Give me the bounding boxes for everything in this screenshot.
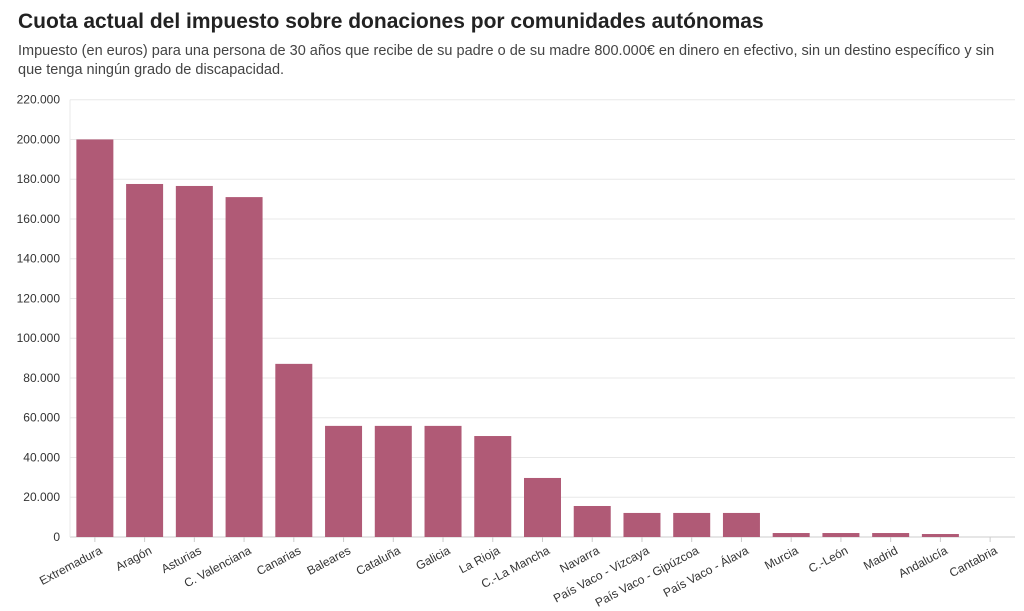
y-tick-label: 160.000 <box>17 212 61 226</box>
y-tick-label: 100.000 <box>17 331 61 345</box>
bar <box>126 183 164 538</box>
bar <box>325 425 363 537</box>
bar <box>374 425 412 537</box>
x-tick-label: País Vaco - Álava <box>660 542 751 600</box>
bar <box>474 436 512 537</box>
x-tick-label: Baleares <box>305 543 353 578</box>
x-tick-label: Murcia <box>762 543 801 572</box>
x-tick-label: Extremadura <box>37 543 105 588</box>
x-tick-label: Madrid <box>861 543 900 573</box>
y-tick-label: 220.000 <box>17 93 61 107</box>
x-tick-label: Cantabria <box>947 543 1000 580</box>
x-tick-label: Aragón <box>113 543 154 574</box>
y-tick-label: 80.000 <box>23 371 60 385</box>
bar <box>822 533 860 537</box>
bar <box>424 425 462 537</box>
y-tick-label: 20.000 <box>23 490 60 504</box>
y-tick-label: 120.000 <box>17 291 61 305</box>
chart-subtitle: Impuesto (en euros) para una persona de … <box>18 43 995 78</box>
x-tick-label: Galicia <box>413 543 452 573</box>
y-tick-label: 200.000 <box>17 132 61 146</box>
bar <box>76 139 114 538</box>
bar <box>623 512 661 537</box>
y-tick-label: 60.000 <box>23 411 60 425</box>
bar <box>524 477 561 537</box>
bar <box>872 533 910 537</box>
bar <box>673 512 711 537</box>
bar <box>225 197 263 537</box>
y-tick-label: 0 <box>53 530 60 544</box>
x-tick-label: Andalucía <box>896 543 950 581</box>
bar <box>275 363 313 537</box>
y-tick-label: 140.000 <box>17 252 61 266</box>
bar <box>175 185 213 538</box>
bar <box>921 534 959 537</box>
x-tick-label: Canarias <box>254 543 303 578</box>
bar <box>573 505 611 537</box>
y-tick-label: 40.000 <box>23 450 60 464</box>
chart-title: Cuota actual del impuesto sobre donacion… <box>18 10 764 33</box>
x-tick-label: Cataluña <box>354 543 403 578</box>
bar <box>722 512 760 537</box>
y-tick-label: 180.000 <box>17 172 61 186</box>
x-tick-label: C.-León <box>806 543 850 575</box>
bar <box>772 533 810 537</box>
